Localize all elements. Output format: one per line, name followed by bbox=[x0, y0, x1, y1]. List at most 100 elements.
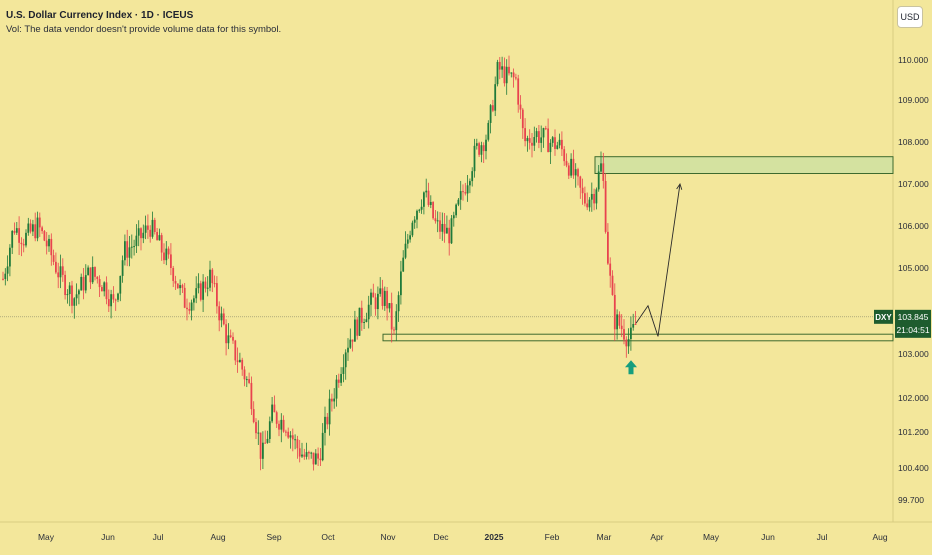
candle-body bbox=[269, 421, 271, 439]
candle-body bbox=[602, 163, 604, 181]
candle-body bbox=[209, 270, 211, 288]
candle-body bbox=[623, 329, 625, 340]
candle-body bbox=[283, 420, 285, 432]
candle-body bbox=[11, 231, 13, 248]
candle-body bbox=[377, 294, 379, 309]
candle-body bbox=[122, 260, 124, 276]
candle-body bbox=[527, 138, 529, 141]
candle-body bbox=[136, 236, 138, 246]
candle-body bbox=[504, 66, 506, 83]
price-badge-value: 103.845 bbox=[898, 312, 929, 322]
x-tick-label: Dec bbox=[433, 532, 449, 542]
candle-body bbox=[398, 295, 400, 311]
candle-body bbox=[545, 128, 547, 129]
candle-body bbox=[62, 266, 64, 275]
candle-body bbox=[191, 303, 193, 311]
candle-body bbox=[499, 62, 501, 70]
candle-body bbox=[347, 348, 349, 353]
candle-body bbox=[628, 339, 630, 346]
x-tick-label: Feb bbox=[545, 532, 560, 542]
candle-body bbox=[522, 110, 524, 129]
candle-body bbox=[184, 288, 186, 308]
candle-body bbox=[471, 171, 473, 181]
candle-body bbox=[368, 305, 370, 320]
candle-body bbox=[320, 459, 322, 461]
x-tick-label: Sep bbox=[266, 532, 281, 542]
candle-body bbox=[361, 308, 363, 323]
candle-body bbox=[14, 231, 16, 233]
candle-body bbox=[382, 288, 384, 306]
candle-body bbox=[568, 165, 570, 175]
candle-body bbox=[170, 254, 172, 268]
candle-body bbox=[324, 417, 326, 433]
candle-body bbox=[267, 439, 269, 443]
candle-body bbox=[402, 258, 404, 272]
candle-body bbox=[287, 432, 289, 438]
y-tick-label: 99.700 bbox=[898, 495, 924, 505]
x-tick-label: Aug bbox=[872, 532, 887, 542]
candle-body bbox=[145, 225, 147, 232]
candle-body bbox=[30, 224, 32, 232]
candle-body bbox=[563, 149, 565, 161]
candle-body bbox=[389, 303, 391, 308]
candle-body bbox=[559, 140, 561, 145]
candle-body bbox=[619, 314, 621, 325]
candle-body bbox=[214, 283, 216, 284]
y-tick-label: 103.000 bbox=[898, 349, 929, 359]
x-tick-label: Jul bbox=[153, 532, 164, 542]
x-tick-label: 2025 bbox=[485, 532, 504, 542]
candle-body bbox=[366, 319, 368, 322]
candle-body bbox=[7, 266, 9, 273]
candle-body bbox=[478, 143, 480, 155]
candle-body bbox=[159, 235, 161, 240]
candle-body bbox=[207, 288, 209, 289]
candle-body bbox=[448, 228, 450, 243]
candle-body bbox=[147, 225, 149, 229]
symbol-badge-label: DXY bbox=[875, 313, 892, 322]
candle-body bbox=[292, 435, 294, 439]
candle-body bbox=[165, 249, 167, 261]
candle-body bbox=[69, 285, 71, 294]
y-tick-label: 100.400 bbox=[898, 463, 929, 473]
candle-body bbox=[593, 194, 595, 203]
candle-body bbox=[142, 233, 144, 238]
candle-body bbox=[25, 233, 27, 246]
candle-body bbox=[78, 290, 80, 294]
candle-body bbox=[573, 159, 575, 176]
candle-body bbox=[600, 163, 602, 171]
candle-body bbox=[354, 319, 356, 341]
candle-body bbox=[352, 340, 354, 342]
currency-button[interactable]: USD bbox=[897, 6, 923, 28]
candle-body bbox=[103, 282, 105, 291]
candle-body bbox=[483, 145, 485, 151]
candle-body bbox=[589, 200, 591, 208]
candle-body bbox=[423, 192, 425, 206]
resistance-zone[interactable] bbox=[595, 157, 893, 174]
candle-body bbox=[492, 105, 494, 110]
candle-body bbox=[119, 276, 121, 294]
symbol-title: U.S. Dollar Currency Index · 1D · ICEUS bbox=[6, 9, 281, 23]
candle-body bbox=[237, 360, 239, 362]
candle-body bbox=[446, 228, 448, 234]
candle-body bbox=[211, 270, 213, 283]
candle-body bbox=[345, 352, 347, 367]
candle-body bbox=[510, 73, 512, 74]
candle-body bbox=[474, 146, 476, 171]
candle-body bbox=[225, 324, 227, 343]
candle-body bbox=[55, 262, 57, 273]
candle-body bbox=[584, 193, 586, 203]
price-badge-countdown: 21:04:51 bbox=[896, 325, 929, 335]
candle-body bbox=[529, 138, 531, 143]
candle-body bbox=[490, 105, 492, 123]
x-tick-label: Oct bbox=[321, 532, 335, 542]
candle-body bbox=[536, 131, 538, 137]
x-tick-label: Aug bbox=[210, 532, 225, 542]
candle-body bbox=[193, 298, 195, 302]
candle-body bbox=[487, 123, 489, 140]
candle-body bbox=[73, 298, 75, 306]
candle-body bbox=[359, 308, 361, 336]
candle-body bbox=[635, 324, 637, 325]
